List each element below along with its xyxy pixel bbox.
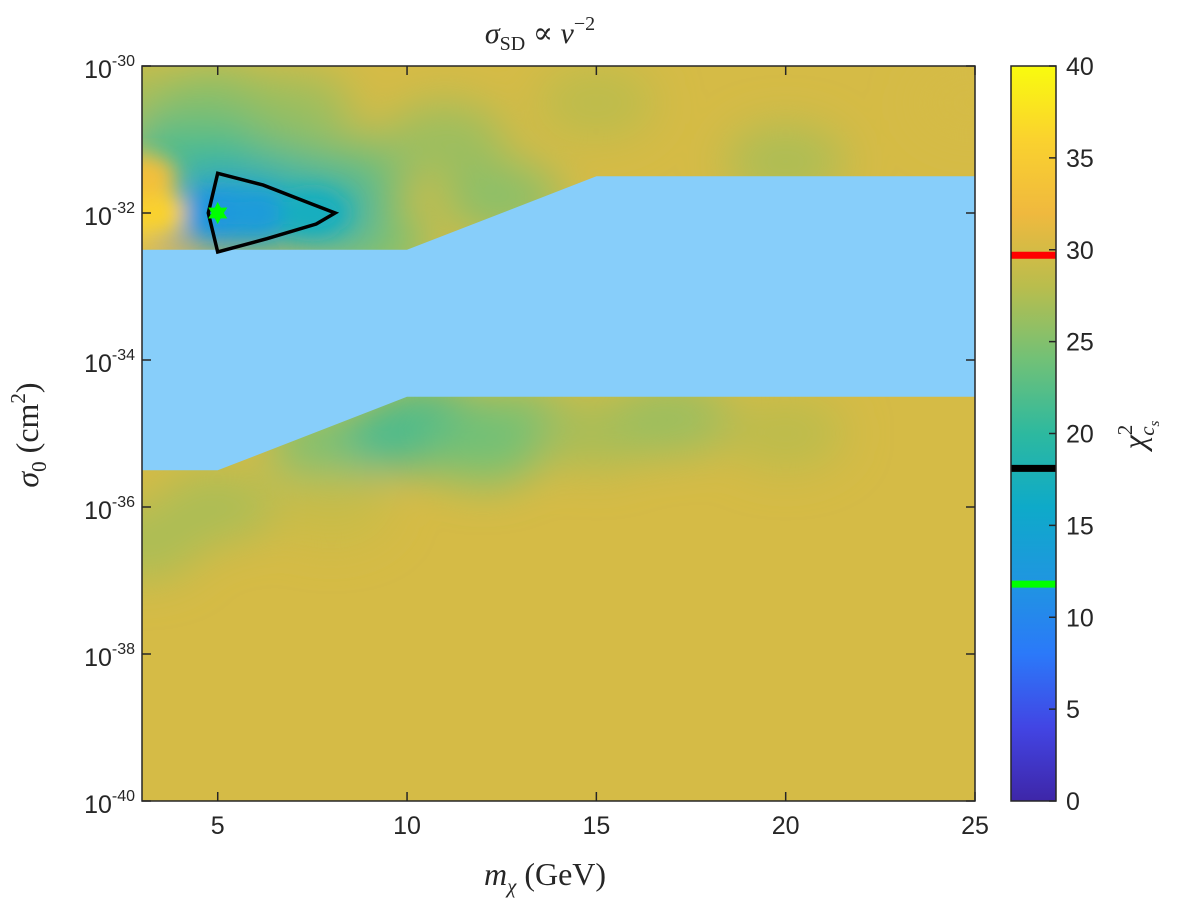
y-tick-label: 10-32 (84, 200, 135, 231)
confidence-contour (206, 171, 340, 255)
colorbar-markers (1011, 251, 1056, 588)
heat-core (142, 154, 347, 235)
colorbar: 0 5 10 15 20 25 30 35 40 χ2cs (1010, 53, 1163, 816)
heat-sample (536, 66, 657, 139)
x-tick-label: 10 (393, 812, 421, 840)
x-tick-label: 5 (211, 812, 225, 840)
chart-title: σSD ∝ v−2 (485, 13, 595, 55)
x-tick-label: 25 (961, 812, 989, 840)
heat-sample (915, 66, 975, 139)
colorbar-tick-label: 15 (1066, 512, 1094, 540)
heat-core-sample (278, 191, 347, 235)
plot-area: 5 10 15 20 25 10-40 10-38 10-36 10-34 10-32 10-30 (84, 53, 989, 840)
y-axis-label: σ0 (cm2) (6, 382, 51, 487)
heat-sample (271, 471, 392, 543)
colorbar-ticks: 0 5 10 15 20 25 30 35 40 (1049, 53, 1094, 816)
y-tick-label: 10-40 (84, 788, 135, 819)
y-tick-label: 10-34 (84, 347, 135, 378)
colorbar-tick-label: 5 (1066, 696, 1080, 724)
x-tick-label: 15 (582, 812, 610, 840)
colorbar-gradient (1011, 66, 1056, 801)
colorbar-tick-label: 40 (1066, 53, 1094, 81)
colorbar-tick-label: 25 (1066, 329, 1094, 357)
x-axis-ticks: 5 10 15 20 25 (211, 66, 989, 840)
colorbar-tick-label: 20 (1066, 421, 1094, 449)
y-tick-label: 10-38 (84, 641, 135, 672)
y-tick-label: 10-30 (84, 53, 135, 84)
colorbar-tick-label: 35 (1066, 145, 1094, 173)
best-fit-marker (208, 201, 228, 225)
colorbar-tick-label: 30 (1066, 237, 1094, 265)
heat-sample (157, 471, 278, 543)
plot-frame (141, 65, 976, 802)
colorbar-tick-label: 10 (1066, 604, 1094, 632)
y-tick-label: 10-36 (84, 494, 135, 525)
colorbar-tick-label: 0 (1066, 788, 1080, 816)
heat-core-sample (142, 191, 188, 235)
heat-sample (233, 74, 354, 147)
colorbar-label: χ2cs (1113, 420, 1163, 452)
heat-sample (725, 397, 846, 470)
heat-sample (384, 103, 505, 176)
x-axis-label: mχ (GeV) (484, 856, 606, 898)
y-axis-ticks: 10-40 10-38 10-36 10-34 10-32 10-30 (84, 53, 975, 819)
heat-core-sample (142, 154, 176, 199)
heat-core-sample (221, 191, 290, 235)
colorbar-frame (1010, 65, 1057, 802)
x-tick-label: 20 (772, 812, 800, 840)
excluded-region (142, 176, 975, 471)
heat-sample (612, 382, 733, 455)
